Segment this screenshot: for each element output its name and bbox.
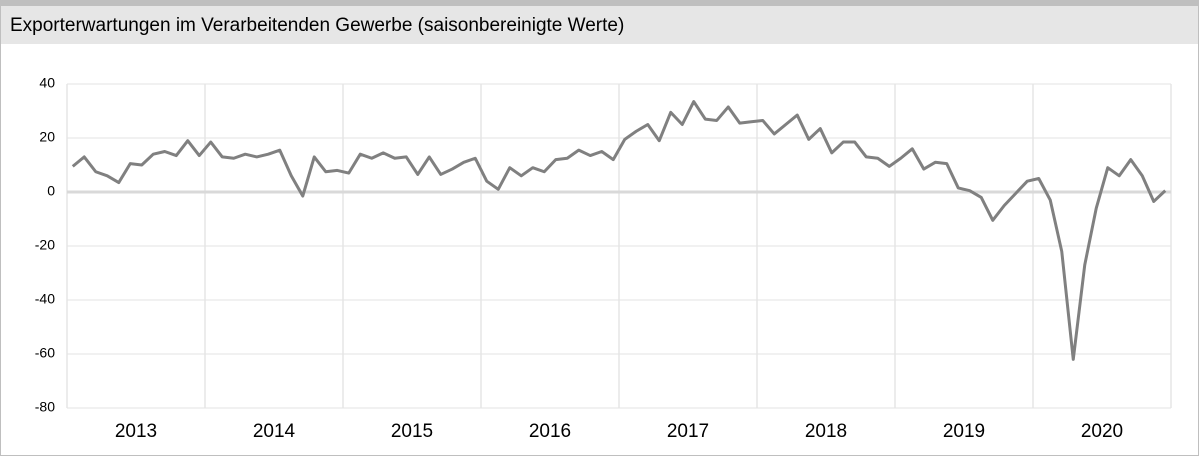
chart-title: Exporterwartungen im Verarbeitenden Gewe…: [10, 15, 624, 36]
y-tick-label: -60: [35, 345, 55, 361]
x-tick-label: 2013: [115, 421, 157, 442]
x-tick-label: 2017: [667, 421, 709, 442]
y-tick-label: 20: [39, 129, 55, 145]
y-tick-label: -40: [35, 291, 55, 307]
x-tick-label: 2014: [253, 421, 296, 442]
x-tick-label: 2018: [805, 421, 847, 442]
x-tick-label: 2019: [943, 421, 985, 442]
header-bar: [1, 6, 1198, 44]
y-tick-label: 40: [39, 75, 55, 91]
line-series: [71, 100, 1167, 361]
y-tick-label: -80: [35, 399, 55, 415]
header-top-strip: [1, 1, 1198, 6]
y-tick-label: -20: [35, 237, 55, 253]
y-tick-label: 0: [47, 183, 55, 199]
x-tick-label: 2016: [529, 421, 571, 442]
x-tick-label: 2015: [391, 421, 433, 442]
x-tick-label: 2020: [1081, 421, 1123, 442]
